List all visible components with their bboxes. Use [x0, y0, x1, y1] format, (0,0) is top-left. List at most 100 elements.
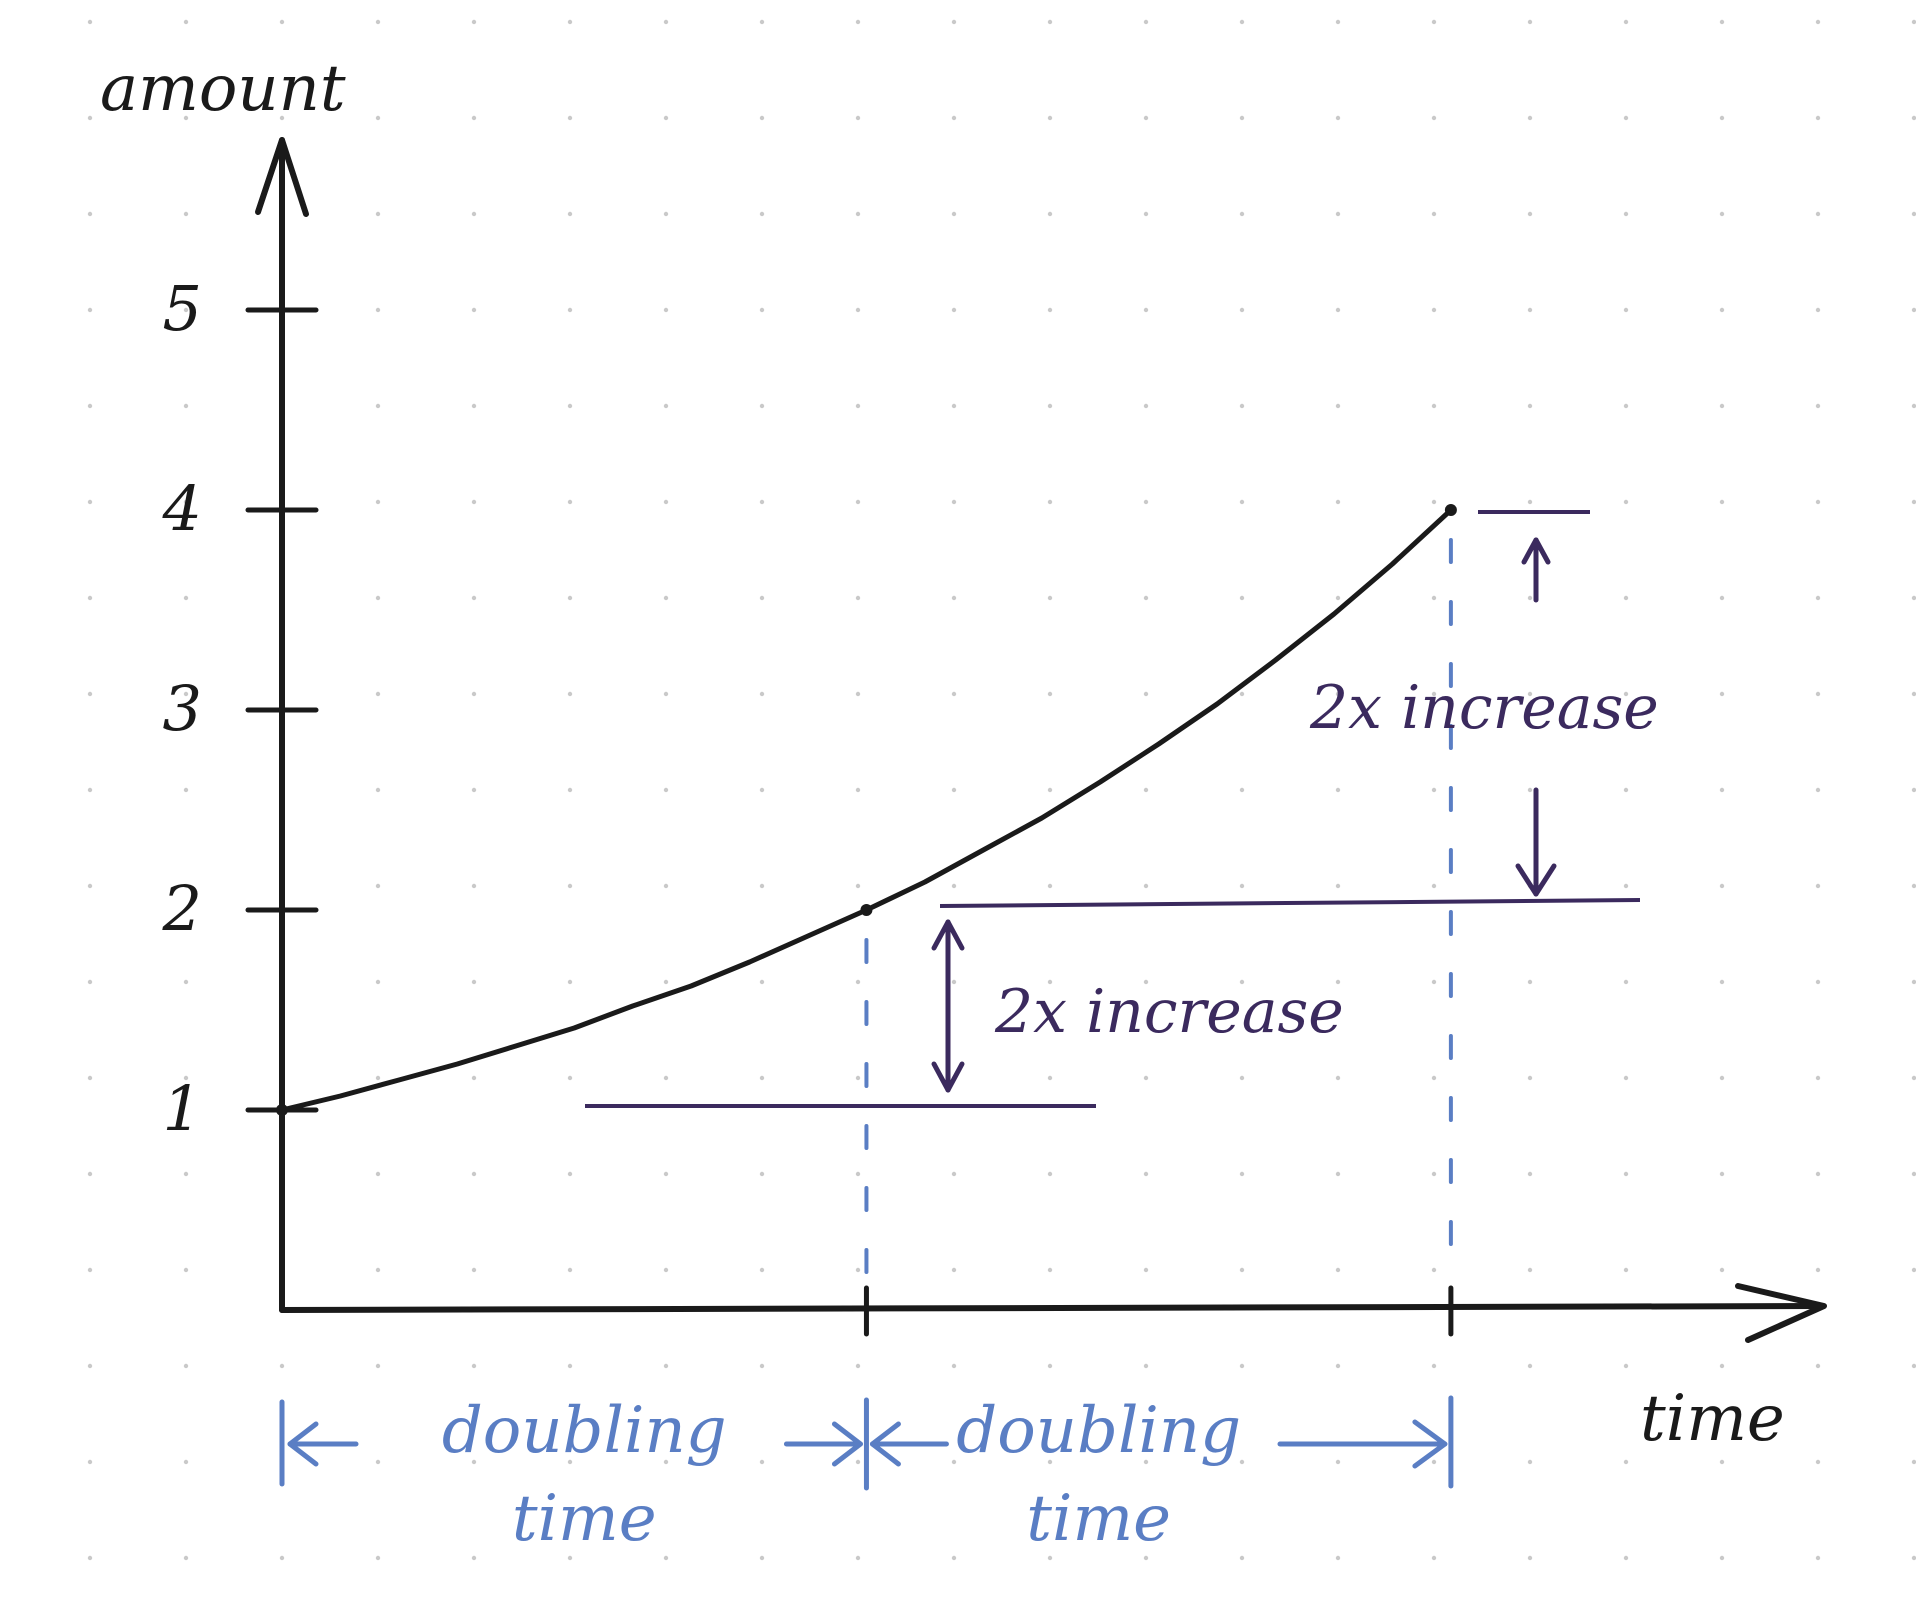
grid-dot: [1815, 1363, 1821, 1369]
grid-dot: [1143, 1555, 1149, 1561]
grid-dot: [1911, 883, 1916, 889]
grid-dot: [1431, 1459, 1437, 1465]
grid-dot: [87, 595, 93, 601]
grid-dot: [1911, 211, 1916, 217]
grid-dot: [1527, 1075, 1533, 1081]
grid-dot: [1431, 403, 1437, 409]
grid-dot: [759, 403, 765, 409]
grid-dot: [567, 691, 573, 697]
grid-dot: [87, 403, 93, 409]
grid-dot: [1047, 115, 1053, 121]
grid-dot: [1527, 115, 1533, 121]
grid-dot: [1623, 595, 1629, 601]
grid-dot: [663, 691, 669, 697]
grid-dot: [1527, 307, 1533, 313]
grid-dot: [87, 979, 93, 985]
increase-label-1: 2x increase: [994, 977, 1344, 1047]
grid-dot: [567, 307, 573, 313]
grid-dot: [1335, 403, 1341, 409]
x-axis-label: time: [1640, 1382, 1785, 1456]
grid-dot: [1527, 499, 1533, 505]
grid-dot: [1527, 979, 1533, 985]
grid-dot: [663, 403, 669, 409]
grid-dot: [1911, 1555, 1916, 1561]
grid-dot: [471, 1555, 477, 1561]
grid-dot: [183, 1363, 189, 1369]
grid-dot: [1431, 1363, 1437, 1369]
grid-dot: [567, 1363, 573, 1369]
grid-dot: [87, 307, 93, 313]
grid-dot: [759, 979, 765, 985]
grid-dot: [567, 211, 573, 217]
grid-dot: [1335, 595, 1341, 601]
grid-dot: [87, 115, 93, 121]
grid-dot: [759, 19, 765, 25]
grid-dot: [1623, 1555, 1629, 1561]
grid-dot: [183, 787, 189, 793]
grid-dot: [1335, 1171, 1341, 1177]
grid-dot: [1719, 787, 1725, 793]
grid-dot: [87, 1363, 93, 1369]
grid-dot: [183, 1555, 189, 1561]
grid-dot: [759, 691, 765, 697]
grid-dot: [87, 691, 93, 697]
grid-dot: [663, 1075, 669, 1081]
grid-dot: [567, 883, 573, 889]
grid-dot: [1143, 1459, 1149, 1465]
level-2-guide: [939, 898, 1641, 908]
grid-dot: [1719, 979, 1725, 985]
grid-dot: [1623, 691, 1629, 697]
grid-dot: [1143, 19, 1149, 25]
grid-dot: [1335, 787, 1341, 793]
grid-dot: [1047, 307, 1053, 313]
grid-dot: [1239, 979, 1245, 985]
grid-dot: [951, 691, 957, 697]
grid-dot: [1911, 403, 1916, 409]
grid-dot: [1623, 1459, 1629, 1465]
grid-dot: [1047, 1555, 1053, 1561]
grid-dot: [663, 883, 669, 889]
series-point: [1444, 504, 1457, 516]
grid-dot: [375, 691, 381, 697]
grid-dot: [1431, 1555, 1437, 1561]
grid-dot: [567, 595, 573, 601]
grid-dot: [1431, 595, 1437, 601]
grid-dot: [183, 691, 189, 697]
grid-dot: [663, 307, 669, 313]
grid-dot: [567, 499, 573, 505]
grid-dot: [1431, 883, 1437, 889]
grid-dot: [567, 1171, 573, 1177]
grid-dot: [87, 211, 93, 217]
grid-dot: [1335, 691, 1341, 697]
grid-dot: [759, 211, 765, 217]
grid-dot: [951, 115, 957, 121]
grid-dot: [1335, 499, 1341, 505]
grid-dot: [183, 19, 189, 25]
grid-dot: [1815, 979, 1821, 985]
doubling-1-left-arrowhead: [287, 1421, 319, 1467]
grid-dot: [855, 691, 861, 697]
grid-dot: [1143, 883, 1149, 889]
grid-dot: [1623, 307, 1629, 313]
grid-dot: [183, 595, 189, 601]
grid-dot: [663, 19, 669, 25]
grid-dot: [87, 787, 93, 793]
grid-dot: [855, 1555, 861, 1561]
grid-dot: [87, 883, 93, 889]
grid-dot: [1623, 1171, 1629, 1177]
grid-dot: [1527, 211, 1533, 217]
grid-dot: [87, 1555, 93, 1561]
grid-dot: [1815, 1267, 1821, 1273]
grid-dot: [1143, 1267, 1149, 1273]
grid-dot: [759, 115, 765, 121]
grid-dot: [1815, 787, 1821, 793]
grid-dot: [87, 1171, 93, 1177]
grid-dot: [87, 1075, 93, 1081]
grid-dot: [1815, 883, 1821, 889]
grid-dot: [1335, 307, 1341, 313]
grid-dot: [663, 1267, 669, 1273]
grid-dot: [951, 883, 957, 889]
grid-dot: [1047, 1363, 1053, 1369]
grid-dot: [1911, 1267, 1916, 1273]
